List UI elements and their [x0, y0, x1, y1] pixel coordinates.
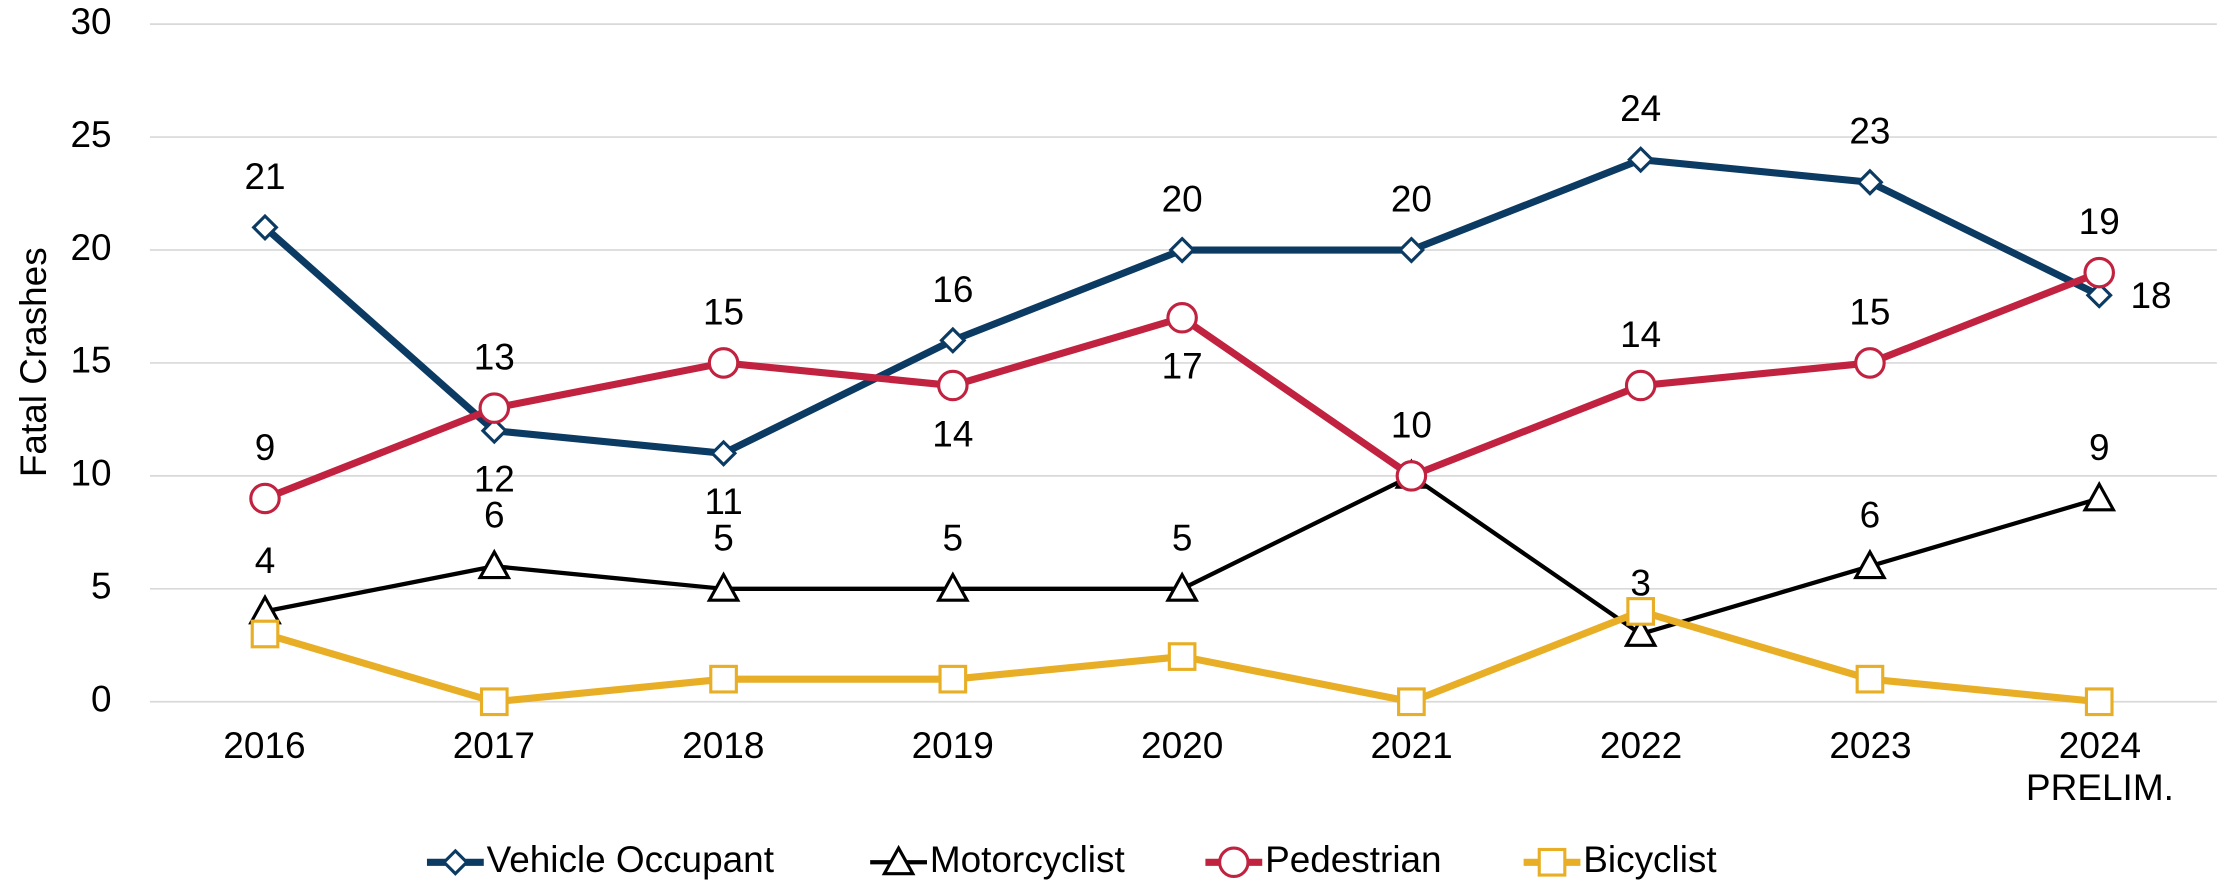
data-label: 20: [1162, 178, 1203, 219]
marker: [249, 482, 281, 515]
y-tick-label: 10: [71, 453, 112, 494]
y-tick-label: 30: [71, 1, 112, 42]
legend-item: Motorcyclist: [870, 839, 1125, 880]
data-label: 19: [2079, 201, 2120, 242]
data-label: 10: [1391, 404, 1432, 445]
marker: [935, 571, 970, 602]
marker: [1623, 616, 1658, 647]
data-label: 6: [1860, 495, 1881, 536]
data-label: 9: [2089, 427, 2110, 468]
marker: [251, 213, 279, 242]
data-label: 18: [2130, 275, 2171, 316]
marker: [709, 664, 738, 694]
data-label: 15: [1849, 291, 1890, 332]
legend-marker: [1218, 846, 1250, 879]
data-label: 15: [703, 291, 744, 332]
y-tick-label: 25: [71, 114, 112, 155]
marker: [1168, 236, 1196, 264]
data-label: 4: [255, 540, 276, 581]
data-label: 14: [932, 413, 973, 454]
marker: [1397, 236, 1425, 264]
data-label: 16: [932, 269, 973, 310]
marker: [1854, 347, 1886, 379]
marker: [478, 392, 511, 424]
marker: [1167, 642, 1197, 671]
legend-marker: [881, 844, 916, 876]
marker: [1395, 460, 1428, 492]
x-tick-label: 2019: [911, 724, 994, 766]
x-tick-label: 2022: [1599, 724, 1683, 766]
data-label: 3: [1630, 562, 1651, 603]
legend-marker: [441, 848, 469, 876]
x-tick-label: 2020: [1141, 724, 1224, 766]
data-label: 14: [1620, 314, 1661, 355]
marker: [479, 687, 509, 717]
marker: [937, 369, 969, 402]
marker: [250, 619, 280, 649]
legend-item: Vehicle Occupant: [426, 839, 774, 880]
data-label: 21: [244, 156, 285, 197]
marker: [1856, 168, 1884, 196]
legend-item: Bicyclist: [1523, 839, 1717, 880]
marker: [2083, 256, 2115, 289]
marker: [1165, 571, 1199, 602]
data-label: 11: [704, 481, 742, 522]
legend-label: Pedestrian: [1265, 839, 1442, 880]
data-label: 5: [1172, 517, 1193, 558]
y-axis-title: Fatal Crashes: [13, 247, 54, 477]
legend-label: Motorcyclist: [930, 839, 1125, 880]
y-tick-label: 15: [71, 340, 112, 381]
x-tick-label: 2016: [223, 724, 306, 766]
y-tick-label: 0: [91, 678, 112, 719]
marker: [480, 417, 508, 445]
marker: [709, 439, 738, 467]
data-label: 13: [474, 337, 515, 378]
x-tick-label: 2018: [682, 724, 765, 766]
x-tick-label: 2021: [1370, 724, 1453, 766]
x-tick-label: 2024 PRELIM.: [2025, 724, 2174, 808]
data-label: 9: [255, 427, 276, 468]
marker: [2082, 481, 2117, 512]
marker: [1627, 146, 1655, 174]
y-tick-label: 5: [91, 566, 112, 607]
marker: [2084, 687, 2114, 717]
marker: [707, 347, 740, 379]
x-tick-label: 2023: [1829, 724, 1912, 766]
y-tick-label: 20: [71, 227, 112, 268]
marker: [1166, 302, 1198, 334]
data-label: 17: [1162, 346, 1203, 387]
data-label: 23: [1849, 111, 1890, 152]
x-tick-label: 2017: [452, 724, 535, 766]
marker: [1855, 664, 1885, 694]
legend-label: Vehicle Occupant: [487, 839, 774, 880]
marker: [1397, 687, 1426, 717]
legend-marker: [1537, 847, 1567, 877]
marker: [1624, 369, 1657, 402]
marker: [939, 326, 967, 354]
marker: [938, 664, 968, 694]
marker: [706, 571, 741, 602]
legend-item: Pedestrian: [1205, 839, 1442, 880]
data-label: 24: [1620, 88, 1661, 129]
marker: [1626, 597, 1656, 626]
legend-label: Bicyclist: [1583, 839, 1716, 880]
data-label: 5: [713, 517, 734, 558]
data-label: 5: [943, 517, 964, 558]
data-label: 6: [484, 495, 505, 536]
data-label: 20: [1391, 178, 1432, 219]
data-label: 12: [474, 459, 515, 500]
marker: [1853, 548, 1887, 580]
marker: [2085, 281, 2113, 309]
marker: [477, 548, 512, 580]
